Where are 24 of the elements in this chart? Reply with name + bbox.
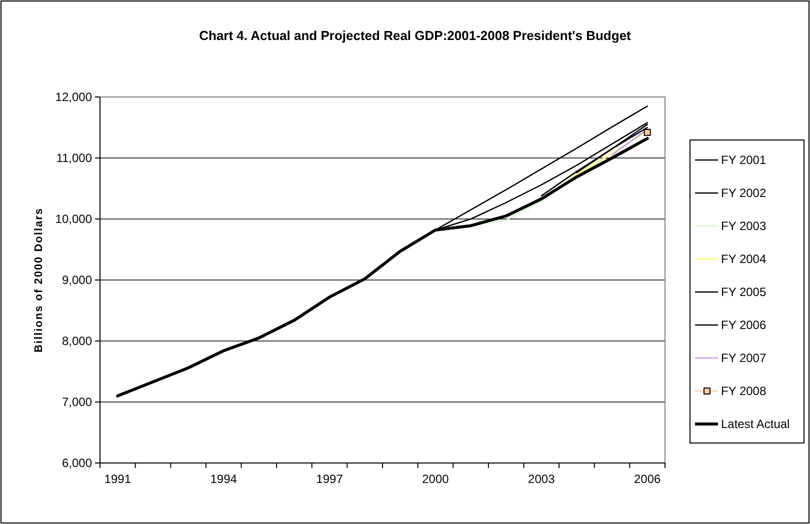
legend-label: FY 2002 <box>721 186 766 200</box>
x-tick-label: 2006 <box>634 472 662 486</box>
legend-label: FY 2001 <box>721 153 766 168</box>
x-tick-label: 2003 <box>528 472 556 486</box>
y-axis-title: Billions of 2000 Dollars <box>33 207 45 353</box>
y-tick-label: 10,000 <box>55 212 92 226</box>
legend-label: FY 2007 <box>721 351 766 366</box>
legend-label: FY 2005 <box>721 285 766 300</box>
chart-title: Chart 4. Actual and Projected Real GDP:2001-2008 President's Budget <box>199 28 632 43</box>
legend-label: FY 2004 <box>721 252 766 266</box>
legend-label: Latest Actual <box>721 417 790 432</box>
x-tick-label: 2000 <box>422 472 450 486</box>
y-tick-label: 7,000 <box>62 395 92 410</box>
x-tick-label: 1994 <box>210 472 238 486</box>
x-tick-label: 1997 <box>316 472 344 486</box>
y-tick-label: 6,000 <box>62 456 92 470</box>
y-tick-label: 8,000 <box>62 334 92 348</box>
legend-label: FY 2003 <box>721 219 766 234</box>
y-tick-label: 12,000 <box>55 90 92 104</box>
y-tick-label: 9,000 <box>62 273 92 288</box>
legend-label: FY 2008 <box>721 384 766 398</box>
x-tick-label: 1991 <box>104 472 132 486</box>
legend-label: FY 2006 <box>721 318 766 332</box>
y-tick-label: 11,000 <box>56 151 92 166</box>
